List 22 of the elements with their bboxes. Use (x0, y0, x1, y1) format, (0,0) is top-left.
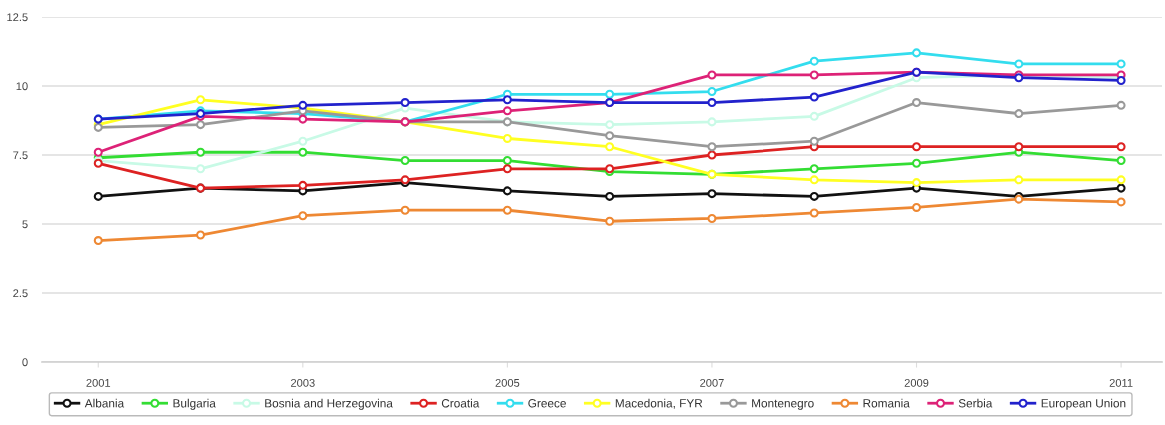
y-tick-label: 5 (22, 220, 28, 229)
legend-label: Greece (528, 399, 566, 408)
legend-label: Bosnia and Herzegovina (265, 398, 393, 410)
legend-label: Macedonia, FYR (615, 398, 703, 409)
legend-label: Bulgaria (173, 398, 216, 410)
y-tick-label: 0 (22, 358, 28, 367)
legend-label: European Union (1041, 398, 1126, 410)
y-tick-label: 12.5 (7, 13, 28, 22)
y-tick-label: 2.5 (13, 289, 28, 298)
x-tick-label: 2001 (86, 378, 111, 387)
x-tick-label: 2007 (700, 378, 724, 387)
legend-label: Albania (84, 398, 125, 408)
y-tick-label: 7.5 (13, 151, 28, 160)
legend-label: Romania (863, 398, 910, 408)
x-tick-label: 2003 (291, 378, 315, 387)
x-tick-label: 2011 (1109, 378, 1133, 387)
legend-label: Serbia (958, 398, 993, 408)
x-tick-label: 2005 (495, 378, 520, 387)
x-tick-label: 2009 (904, 378, 929, 387)
y-tick-label: 10 (16, 82, 28, 91)
legend-label: Croatia (441, 398, 480, 408)
legend-label: Montenegro (752, 399, 814, 410)
